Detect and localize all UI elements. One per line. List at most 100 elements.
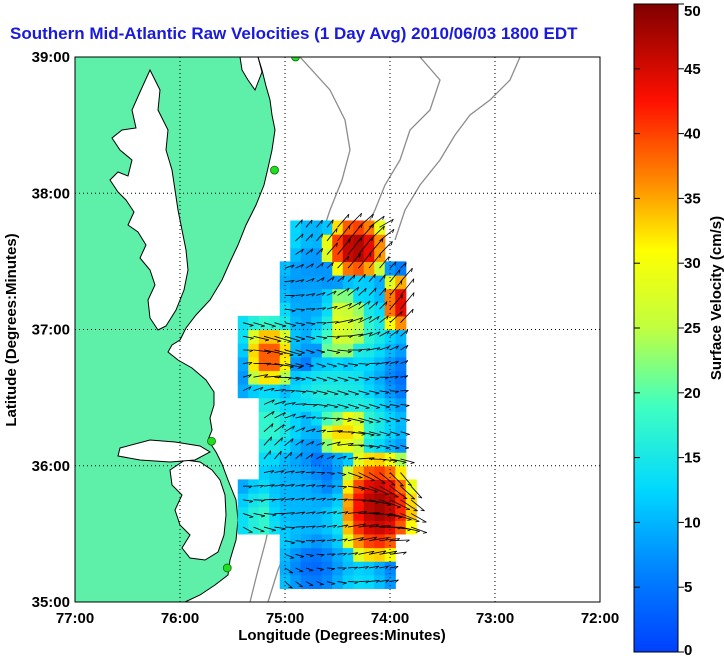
velocity-arrow [326,417,340,422]
velocity-arrow [337,376,349,382]
velocity-arrow [326,262,334,269]
velocity-arrow [326,498,337,502]
velocity-arrow [242,499,254,504]
velocity-cell [258,438,270,453]
velocity-arrow [358,566,369,570]
velocity-arrow [347,317,363,324]
velocity-arrow [400,360,409,364]
velocity-arrow [358,536,378,542]
velocity-arrow [305,376,317,382]
y-axis-label: Latitude (Degrees:Minutes) [3,233,20,426]
velocity-arrow [295,403,307,407]
velocity-arrow [284,335,300,343]
velocity-arrow [347,417,364,424]
velocity-arrow [316,233,323,242]
velocity-cell [374,288,386,303]
velocity-arrow [295,415,306,419]
velocity-cell [342,247,354,262]
velocity-arrow [337,472,347,476]
velocity-cell [395,315,407,331]
velocity-arrow [326,290,337,296]
velocity-arrow [305,248,314,255]
velocity-arrow [400,329,409,337]
velocity-arrow [326,276,335,283]
velocity-arrow [305,567,314,572]
velocity-arrow [368,431,381,437]
velocity-arrow [326,335,340,340]
velocity-arrow [263,436,273,446]
velocity-arrow [358,252,372,269]
velocity-arrow [253,484,264,488]
velocity-arrow [358,315,373,324]
latitude-tick: 37:00 [32,322,70,339]
velocity-arrow [368,550,387,555]
velocity-arrow [368,565,380,569]
velocity-arrow [337,498,348,502]
velocity-arrow [316,363,326,368]
velocity-arrow [368,362,380,366]
velocity-arrow [305,322,316,326]
velocity-cell [290,247,302,262]
velocity-arrow [400,390,409,393]
velocity-arrow [263,513,277,517]
velocity-arrow [316,525,327,529]
velocity-arrow [337,255,350,269]
velocity-arrow [379,565,389,569]
velocity-arrow [253,386,264,392]
velocity-cell [332,247,344,262]
velocity-cell [353,302,365,317]
velocity-arrow [368,390,380,395]
velocity-cell [269,438,281,453]
colorbar-label: Surface Velocity (cm/s) [708,216,724,380]
velocity-arrow [316,307,326,311]
velocity-arrow [368,301,378,310]
x-axis-label: Longitude (Degrees:Minutes) [238,627,446,644]
colorbar-tick: 25 [684,320,701,337]
velocity-cell [258,452,270,467]
longitude-tick: 73:00 [476,610,514,627]
velocity-arrow [347,456,359,460]
velocity-arrow [284,363,302,369]
velocity-arrow [379,579,390,583]
velocity-arrow [284,497,295,502]
velocity-arrow [263,349,284,356]
velocity-cell [342,275,354,290]
velocity-arrow [358,300,371,310]
velocity-cell [363,275,375,290]
velocity-arrow [379,241,393,255]
velocity-cell [374,220,386,235]
velocity-arrow [337,511,349,515]
velocity-arrow [347,472,363,479]
velocity-arrow [263,470,275,474]
velocity-arrow [284,581,293,589]
velocity-arrow [316,497,326,501]
plot-frame [74,56,601,603]
velocity-arrow [253,513,266,518]
station-marker [270,165,279,175]
velocity-arrow [274,335,292,343]
velocity-cell [300,234,312,249]
latitude-tick: 36:00 [32,458,70,475]
colorbar-tick: 50 [684,3,701,20]
velocity-arrow [316,454,324,460]
velocity-arrow [326,305,338,310]
velocity-arrow [379,274,386,283]
velocity-arrow [337,417,352,423]
velocity-arrow [295,363,304,368]
velocity-cell [311,275,323,290]
velocity-arrow [389,294,404,310]
velocity-arrow [389,579,399,583]
velocity-arrow [400,278,415,296]
velocity-arrow [305,278,315,283]
velocity-arrow [337,455,347,460]
velocity-arrow [274,437,283,446]
velocity-arrow [400,458,415,464]
velocity-cell [363,315,375,331]
velocity-arrow [295,497,306,501]
velocity-cell [311,247,323,262]
velocity-cell [353,315,365,331]
velocity-arrow [389,404,400,408]
longitude-tick: 74:00 [371,610,409,627]
velocity-arrow [358,348,371,352]
velocity-arrow [295,349,305,354]
